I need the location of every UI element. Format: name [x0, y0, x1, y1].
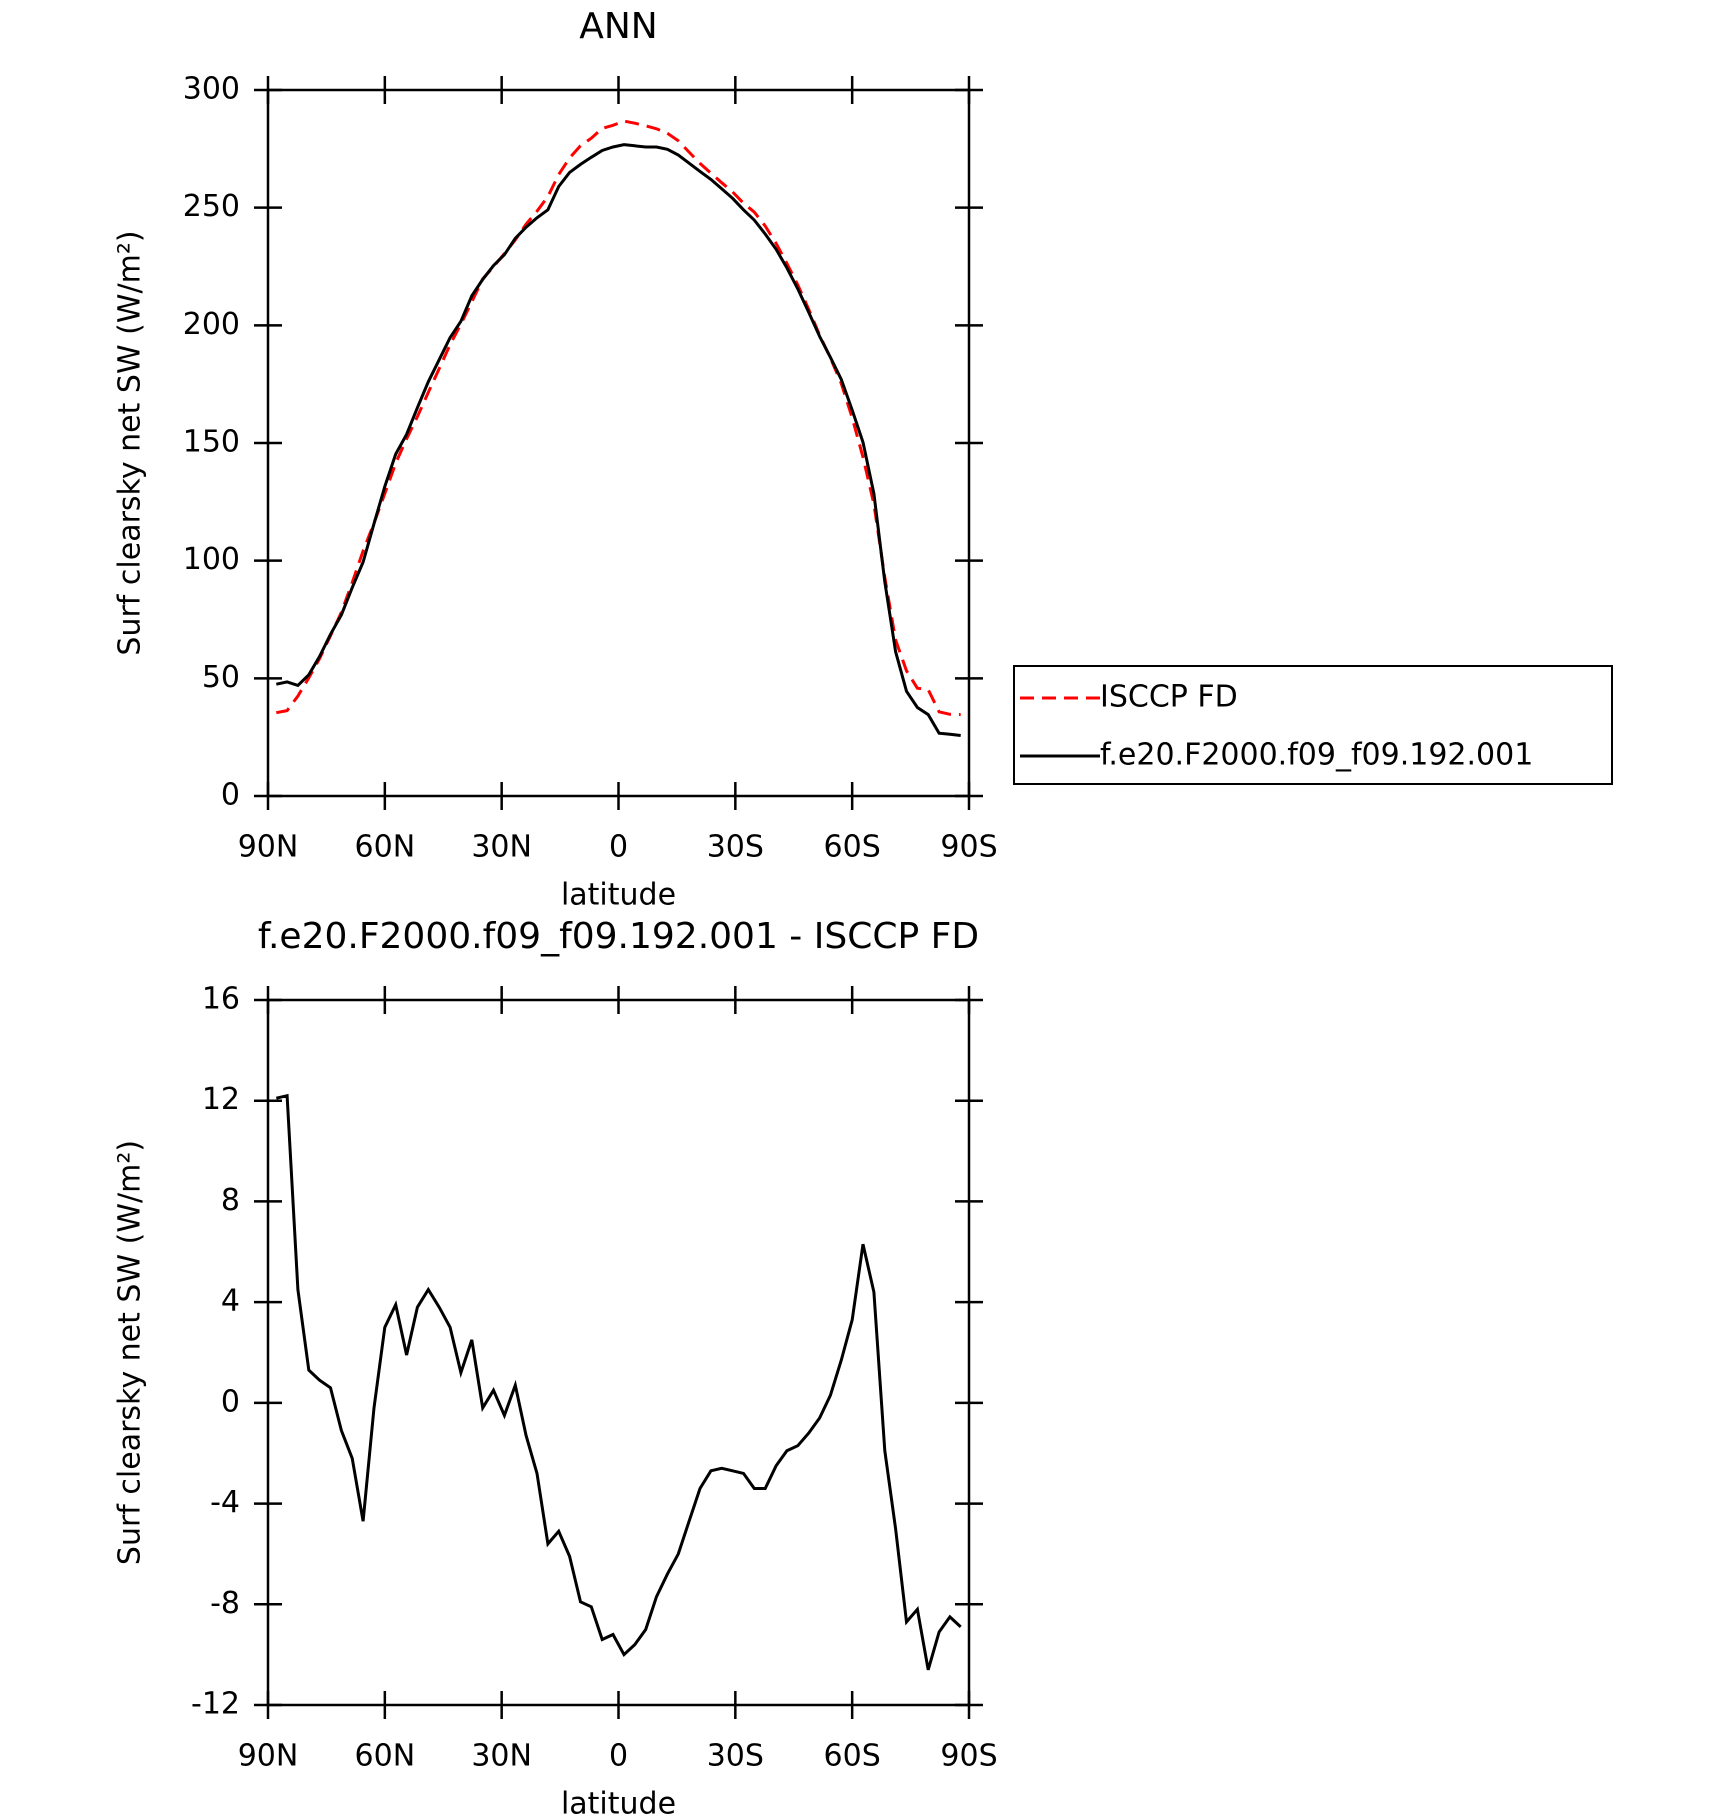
y-tick-label: -8 [210, 1586, 240, 1621]
data-line [276, 119, 961, 717]
x-tick-label: 0 [609, 830, 628, 865]
y-tick-label: 12 [202, 1082, 240, 1117]
x-tick-label: 90N [238, 830, 299, 865]
y-axis-label: Surf clearsky net SW (W/m²) [113, 1140, 148, 1565]
y-tick-label: 200 [183, 307, 240, 342]
y-tick-label: 16 [202, 982, 240, 1017]
x-tick-label: 90S [940, 830, 997, 865]
x-axis-label: latitude [561, 878, 676, 913]
x-tick-label: 30N [471, 1739, 532, 1774]
legend-box [1013, 665, 1613, 785]
y-tick-label: 300 [183, 72, 240, 107]
y-axis-label: Surf clearsky net SW (W/m²) [113, 230, 148, 655]
y-tick-label: 8 [221, 1183, 240, 1218]
chart-title: ANN [579, 6, 658, 47]
data-line [275, 143, 961, 737]
x-tick-label: 30S [707, 1739, 764, 1774]
data-line [275, 1093, 962, 1671]
x-tick-label: 60S [824, 1739, 881, 1774]
chart-title: f.e20.F2000.f09_f09.192.001 - ISCCP FD [258, 916, 979, 957]
x-tick-label: 30S [707, 830, 764, 865]
y-tick-label: 100 [183, 542, 240, 577]
legend-label: f.e20.F2000.f09_f09.192.001 [1100, 738, 1533, 773]
legend-label: ISCCP FD [1100, 680, 1238, 715]
plot-frame [266, 998, 971, 1707]
x-tick-label: 0 [609, 1739, 628, 1774]
x-tick-label: 30N [471, 830, 532, 865]
y-tick-label: -12 [191, 1687, 240, 1722]
x-tick-label: 90S [940, 1739, 997, 1774]
y-tick-label: 0 [221, 778, 240, 813]
x-tick-label: 60N [355, 1739, 416, 1774]
y-tick-label: 150 [183, 425, 240, 460]
x-axis-label: latitude [561, 1787, 676, 1816]
x-tick-label: 60S [824, 830, 881, 865]
y-tick-label: 250 [183, 189, 240, 224]
y-tick-label: -4 [210, 1485, 240, 1520]
y-tick-label: 50 [202, 660, 240, 695]
x-tick-label: 90N [238, 1739, 299, 1774]
x-tick-label: 60N [355, 830, 416, 865]
y-tick-label: 0 [221, 1384, 240, 1419]
y-tick-label: 4 [221, 1284, 240, 1319]
